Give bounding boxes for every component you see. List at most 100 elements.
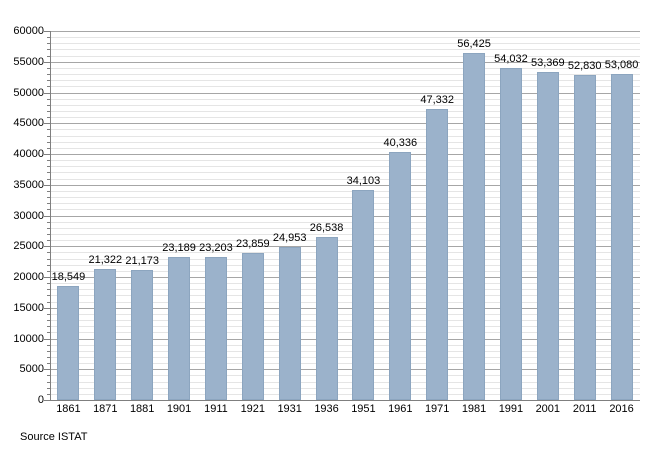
bar: [315, 236, 338, 400]
y-minor-tick: [47, 326, 50, 328]
y-minor-tick: [47, 160, 50, 162]
bar-value-label: 56,425: [457, 37, 491, 50]
y-major-tick: [44, 246, 50, 248]
minor-gridline: [50, 43, 640, 45]
y-minor-tick: [47, 209, 50, 211]
y-axis-label: 30000: [13, 209, 44, 222]
x-axis-label: 2011: [572, 403, 597, 415]
y-minor-tick: [47, 301, 50, 303]
y-minor-tick: [47, 74, 50, 76]
y-major-tick: [44, 369, 50, 371]
bar-value-label: 40,336: [383, 136, 418, 149]
y-major-tick: [44, 184, 50, 186]
minor-gridline: [50, 37, 640, 39]
bar: [536, 71, 559, 400]
bar-value-label: 24,953: [272, 231, 307, 244]
x-axis-label: 2001: [535, 403, 561, 415]
x-axis-label: 1911: [204, 403, 228, 415]
major-gridline: [50, 31, 640, 32]
y-major-tick: [44, 154, 50, 155]
y-minor-tick: [47, 295, 50, 297]
y-minor-tick: [47, 67, 50, 69]
y-minor-tick: [47, 86, 50, 88]
y-major-tick: [44, 123, 50, 125]
x-axis-line: [50, 400, 640, 401]
y-minor-tick: [47, 37, 50, 39]
bar: [241, 253, 264, 400]
bar: [352, 190, 375, 400]
y-axis-line: [50, 31, 51, 400]
y-minor-tick: [47, 332, 50, 334]
x-axis-label: 1901: [166, 403, 192, 415]
y-minor-tick: [47, 320, 50, 322]
y-minor-tick: [47, 147, 50, 149]
y-minor-tick: [47, 258, 50, 260]
bar-value-label: 23,859: [235, 238, 270, 251]
bar: [57, 285, 80, 400]
y-axis-label: 5000: [19, 363, 44, 376]
y-major-tick: [44, 92, 50, 94]
bar-value-label: 54,032: [494, 52, 528, 65]
bar-value-label: 18,549: [51, 270, 86, 283]
y-major-tick: [44, 277, 50, 278]
bar: [389, 151, 412, 400]
y-major-tick: [44, 215, 50, 217]
x-axis-label: 1951: [351, 403, 376, 415]
y-axis-label: 50000: [13, 86, 44, 99]
y-major-tick: [44, 61, 50, 63]
y-minor-tick: [47, 344, 50, 346]
x-axis-label: 1861: [56, 403, 81, 415]
bar-value-label: 52,830: [567, 60, 602, 73]
x-axis-label: 1991: [498, 403, 524, 415]
y-minor-tick: [47, 289, 50, 291]
source-note: Source ISTAT: [20, 431, 88, 443]
x-axis-label: 1971: [424, 403, 450, 415]
y-major-tick: [44, 400, 50, 401]
y-minor-tick: [47, 270, 50, 272]
bar: [426, 108, 449, 400]
bar: [463, 52, 486, 400]
y-major-tick: [44, 307, 50, 309]
x-axis-label: 1931: [277, 403, 302, 415]
y-axis-label: 45000: [13, 117, 44, 130]
y-minor-tick: [47, 190, 50, 192]
y-minor-tick: [47, 240, 50, 242]
y-axis-label: 55000: [13, 55, 44, 68]
y-major-tick: [44, 31, 50, 32]
bar: [204, 257, 227, 400]
y-minor-tick: [47, 55, 50, 57]
x-axis-label: 1961: [388, 403, 413, 415]
y-minor-tick: [47, 117, 50, 119]
minor-gridline: [50, 49, 640, 51]
y-minor-tick: [47, 80, 50, 82]
y-minor-tick: [47, 98, 50, 100]
y-minor-tick: [47, 203, 50, 205]
bar: [573, 75, 596, 400]
y-minor-tick: [47, 387, 50, 389]
y-minor-tick: [47, 375, 50, 377]
y-minor-tick: [47, 233, 50, 235]
x-axis-label: 1936: [314, 403, 339, 415]
y-minor-tick: [47, 43, 50, 45]
bar-value-label: 21,173: [125, 254, 160, 267]
y-minor-tick: [47, 227, 50, 229]
y-axis-label: 60000: [13, 25, 44, 37]
bar-value-label: 47,332: [420, 93, 455, 106]
y-minor-tick: [47, 129, 50, 131]
bar: [499, 67, 522, 400]
y-axis-label: 10000: [13, 332, 44, 345]
y-minor-tick: [47, 264, 50, 266]
x-axis-label: 2016: [609, 403, 634, 415]
bar: [168, 257, 191, 400]
y-minor-tick: [47, 197, 50, 199]
y-minor-tick: [47, 172, 50, 174]
y-minor-tick: [47, 381, 50, 383]
y-minor-tick: [47, 49, 50, 51]
y-axis-label: 35000: [13, 178, 44, 191]
bar: [94, 268, 117, 400]
y-minor-tick: [47, 313, 50, 315]
y-minor-tick: [47, 178, 50, 180]
bar: [278, 246, 301, 400]
x-axis-label: 1871: [93, 403, 118, 415]
